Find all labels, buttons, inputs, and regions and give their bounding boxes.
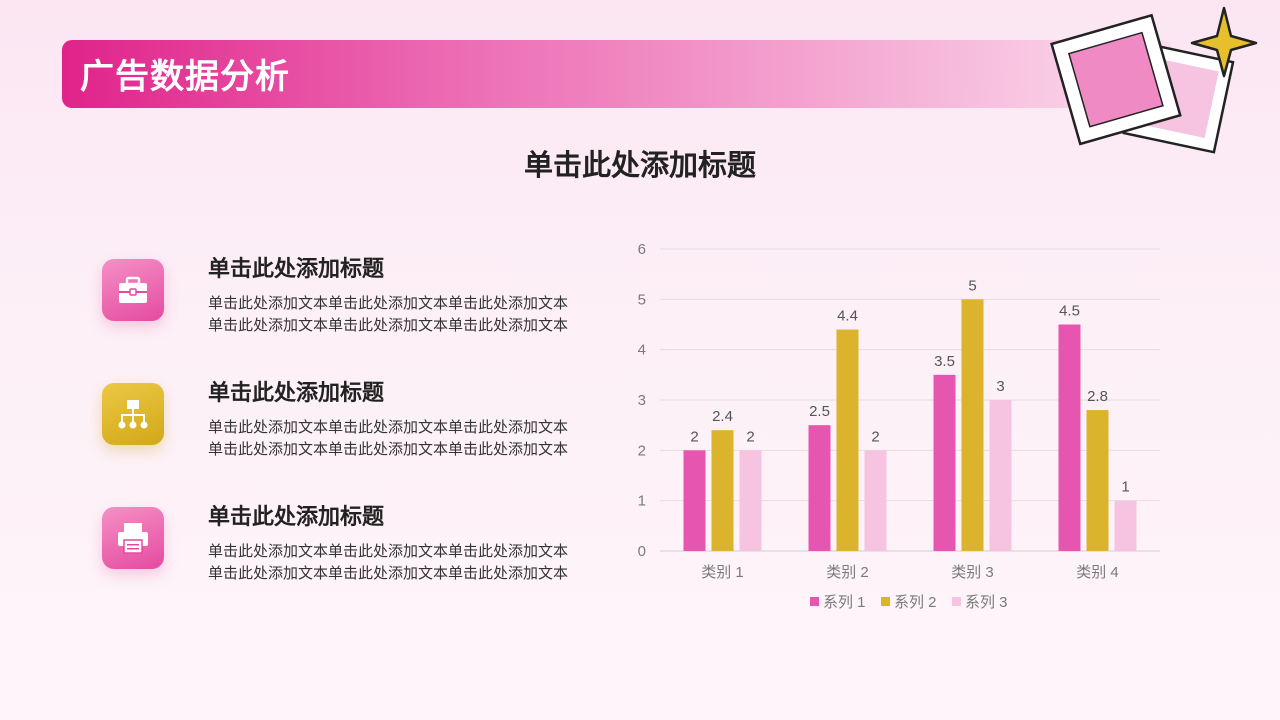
bar (683, 450, 706, 551)
legend-label: 系列 1 (823, 594, 866, 611)
section-title: 单击此处添加标题 (523, 148, 756, 182)
feature-item: 单击此处添加标题 单击此处添加文本单击此处添加文本单击此处添加文本单击此处添加文… (100, 381, 590, 493)
x-tick-label: 类别 3 (951, 564, 994, 581)
data-label: 4.5 (1059, 303, 1080, 320)
bar (711, 430, 734, 551)
bar (1086, 410, 1109, 551)
item-title: 单击此处添加标题 (208, 505, 385, 530)
chart-svg: 0 1 2 3 4 5 6 类别 1 2 2.4 2 类别 2 2.5 4.4 2 类别 3 3.5 5 3 类别 4… (638, 241, 1160, 611)
title-bar (62, 40, 1172, 108)
bar-chart: 0 1 2 3 4 5 6 类别 1 2 2.4 2 类别 2 2.5 4.4 2 类别 3 3.5 5 3 类别 4… (620, 230, 1180, 630)
legend-label: 系列 3 (965, 594, 1008, 611)
x-tick-label: 类别 1 (701, 564, 744, 581)
feature-item: 单击此处添加标题 单击此处添加文本单击此处添加文本单击此处添加文本单击此处添加文… (100, 257, 590, 369)
data-label: 2 (690, 428, 698, 445)
legend-swatch (810, 597, 819, 606)
x-tick-label: 类别 4 (1076, 564, 1119, 581)
bar (808, 425, 831, 551)
bar (989, 400, 1012, 551)
toolbox-icon (102, 259, 164, 321)
bar (961, 299, 984, 551)
bar (1114, 500, 1137, 551)
item-body: 单击此处添加文本单击此处添加文本单击此处添加文本单击此处添加文本单击此处添加文本… (208, 542, 569, 582)
feature-item: 单击此处添加标题 单击此处添加文本单击此处添加文本单击此处添加文本单击此处添加文… (100, 505, 590, 617)
y-tick-label: 1 (638, 493, 646, 510)
item-body: 单击此处添加文本单击此处添加文本单击此处添加文本单击此处添加文本单击此处添加文本… (208, 418, 569, 458)
item-title: 单击此处添加标题 (208, 381, 385, 406)
y-tick-label: 3 (638, 392, 646, 409)
data-label: 3.5 (934, 353, 955, 370)
data-label: 2.5 (809, 403, 830, 420)
data-label: 4.4 (837, 308, 858, 325)
y-tick-label: 2 (638, 442, 646, 459)
legend-label: 系列 2 (894, 594, 937, 611)
bar (1058, 324, 1081, 551)
bar (739, 450, 762, 551)
y-tick-label: 0 (638, 543, 646, 560)
org-chart-icon (102, 383, 164, 445)
data-label: 3 (996, 378, 1004, 395)
bar (836, 329, 859, 551)
legend-swatch (881, 597, 890, 606)
item-body: 单击此处添加文本单击此处添加文本单击此处添加文本单击此处添加文本单击此处添加文本… (208, 294, 569, 334)
data-label: 1 (1121, 479, 1129, 496)
x-tick-label: 类别 2 (826, 564, 869, 581)
bar (933, 374, 956, 551)
y-tick-label: 4 (638, 342, 646, 359)
legend-swatch (952, 597, 961, 606)
data-label: 2.4 (712, 408, 733, 425)
item-title: 单击此处添加标题 (208, 257, 385, 282)
sparkle-icon (1190, 6, 1258, 78)
page-title: 广告数据分析 (80, 57, 290, 97)
data-label: 2 (871, 428, 879, 445)
decorative-frames (1050, 6, 1258, 154)
data-label: 2.8 (1087, 388, 1108, 405)
data-label: 5 (968, 277, 976, 294)
printer-icon (102, 507, 164, 569)
y-tick-label: 5 (638, 291, 646, 308)
y-tick-label: 6 (638, 241, 646, 258)
data-label: 2 (746, 428, 754, 445)
bar (864, 450, 887, 551)
